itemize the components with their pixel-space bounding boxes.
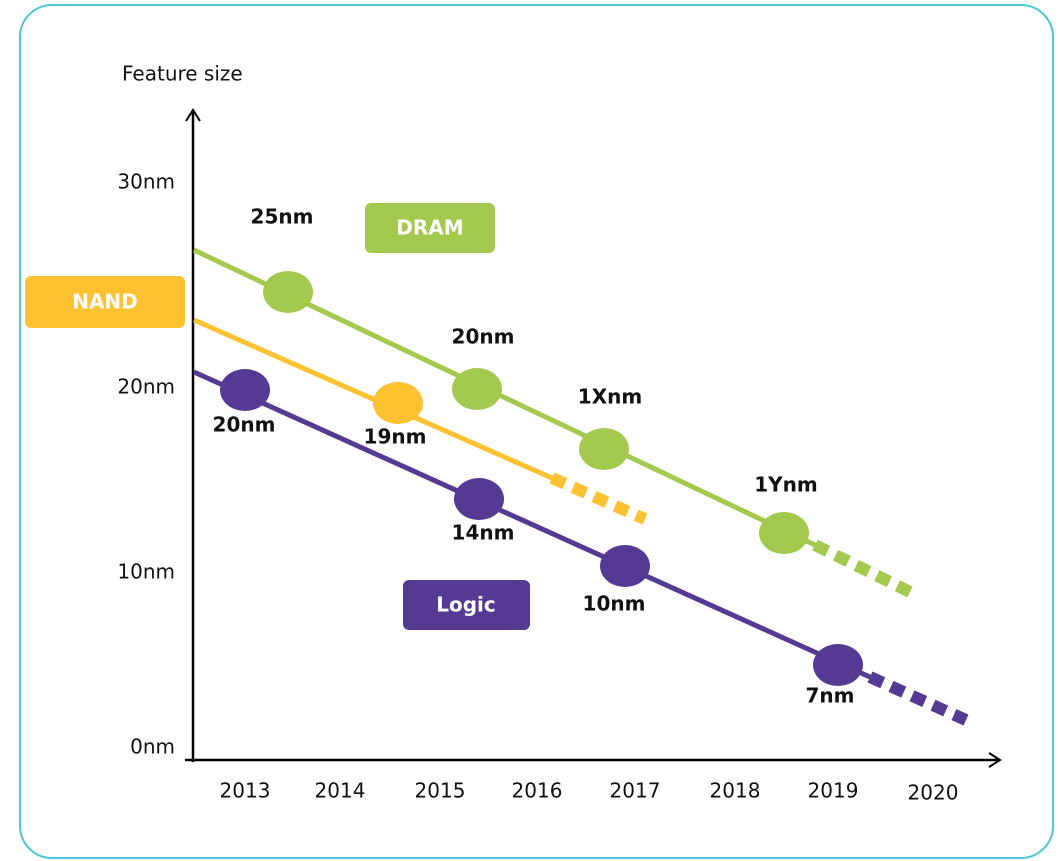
node-label: 1Ynm	[754, 473, 817, 497]
x-tick: 2020	[908, 781, 959, 805]
nand-node	[373, 382, 423, 424]
logic-label: Logic	[436, 593, 496, 617]
x-tick: 2016	[512, 779, 563, 803]
x-tick: 2019	[808, 779, 859, 803]
y-tick: 30nm	[117, 170, 175, 194]
y-tick: 0nm	[130, 735, 175, 759]
dram-node	[759, 512, 809, 554]
x-tick: 2017	[610, 779, 661, 803]
frame	[19, 4, 1054, 859]
logic-line	[192, 369, 872, 680]
dram-node	[263, 271, 313, 313]
node-label: 20nm	[452, 325, 515, 349]
x-tick: 2018	[710, 779, 761, 803]
node-label: 7nm	[806, 684, 855, 708]
nand-box	[25, 276, 185, 328]
x-tick: 2014	[315, 779, 366, 803]
node-label: 14nm	[452, 521, 515, 545]
logic-node	[813, 644, 863, 686]
dram-label: DRAM	[396, 216, 463, 240]
dram-box	[365, 203, 495, 253]
node-label: 10nm	[583, 592, 646, 616]
node-label: 25nm	[251, 205, 314, 229]
x-tick: 2013	[220, 779, 271, 803]
logic-projection	[867, 671, 969, 726]
y-axis-label: Feature size	[122, 62, 243, 86]
logic-node	[454, 478, 504, 520]
dram-node	[579, 428, 629, 470]
dram-node	[452, 368, 502, 410]
logic-node	[600, 545, 650, 587]
y-tick: 10nm	[117, 560, 175, 584]
logic-box	[403, 580, 530, 630]
node-label: 1Xnm	[578, 385, 642, 409]
logic-node	[220, 369, 270, 411]
y-tick: 20nm	[117, 375, 175, 399]
dram-projection	[812, 539, 913, 598]
nand-line	[192, 317, 554, 481]
x-tick: 2015	[415, 779, 466, 803]
nand-projection	[549, 472, 648, 525]
nand-label: NAND	[72, 290, 138, 314]
node-label: 20nm	[213, 413, 276, 437]
node-label: 19nm	[364, 425, 427, 449]
